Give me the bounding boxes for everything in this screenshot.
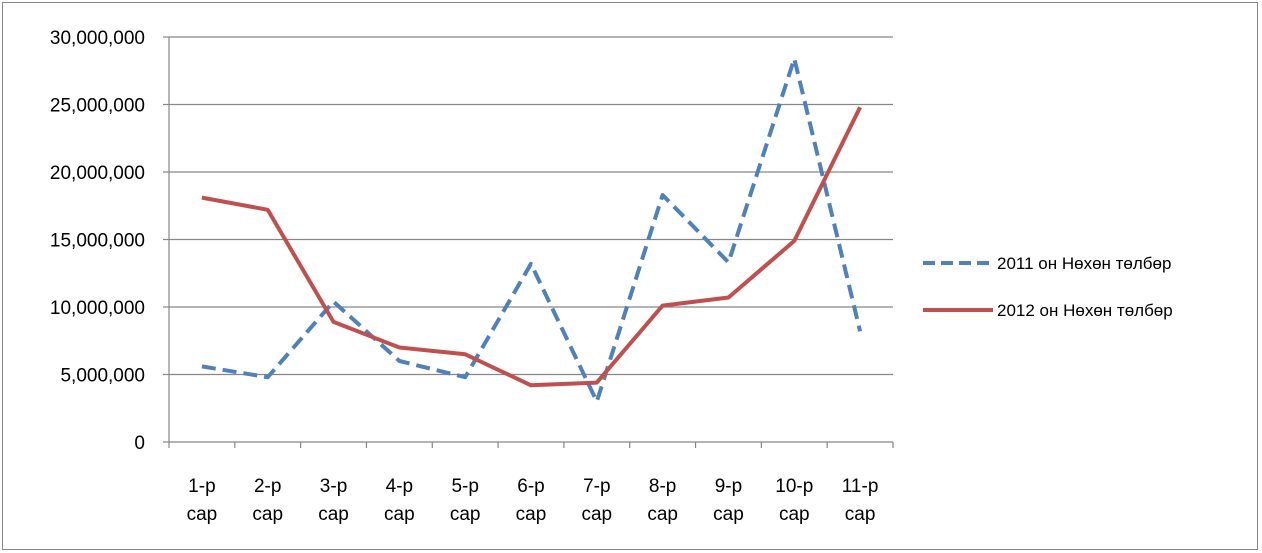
legend-label: 2012 он Нөхөн төлбөр xyxy=(997,301,1173,320)
x-tick-label: 2-р xyxy=(254,476,281,497)
x-axis-tick-labels: 1-р сар 2-р сар 3-р сар 4-р сар 5-р сар 6-р сар 7-р с… xyxy=(187,476,879,525)
x-tick-label: сар xyxy=(187,504,218,525)
x-tick-label: сар xyxy=(384,504,415,525)
series-line-1 xyxy=(201,56,863,404)
y-tick-label: 30,000,000 xyxy=(50,28,145,49)
legend: 2011 он Нөхөн төлбөр 2012 он Нөхөн төлбөр xyxy=(923,254,1173,320)
x-tick-label: сар xyxy=(450,504,481,525)
x-tick-label: сар xyxy=(713,504,744,525)
x-tick-label: 4-р xyxy=(386,476,413,497)
x-tick-label: сар xyxy=(516,504,547,525)
y-axis-tick-labels: 0 5,000,000 10,000,000 15,000,000 20,000,000… xyxy=(50,28,145,454)
x-tick-label: 3-р xyxy=(320,476,347,497)
x-tick-label: сар xyxy=(252,504,283,525)
y-tick-label: 5,000,000 xyxy=(60,366,145,387)
x-tick-label: сар xyxy=(581,504,612,525)
axes xyxy=(163,36,894,448)
x-tick-label: 7-р xyxy=(583,476,610,497)
x-tick-label: сар xyxy=(647,504,678,525)
x-tick-label: сар xyxy=(318,504,349,525)
x-tick-label: сар xyxy=(779,504,810,525)
y-tick-label: 10,000,000 xyxy=(50,298,145,319)
line-chart: 0 5,000,000 10,000,000 15,000,000 20,000,000… xyxy=(50,28,1173,525)
x-tick-label: 10-р xyxy=(775,476,813,497)
x-tick-label: 1-р xyxy=(188,476,215,497)
x-tick-label: сар xyxy=(845,504,876,525)
x-tick-label: 8-р xyxy=(649,476,676,497)
x-tick-label: 9-р xyxy=(715,476,742,497)
legend-label: 2011 он Нөхөн төлбөр xyxy=(997,254,1171,273)
series-lines xyxy=(201,56,863,404)
x-tick-label: 5-р xyxy=(451,476,478,497)
series-line-2 xyxy=(201,106,862,388)
x-tick-label: 11-р xyxy=(842,476,879,497)
y-tick-label: 25,000,000 xyxy=(50,96,145,117)
x-tick-label: 6-р xyxy=(517,476,544,497)
y-tick-label: 15,000,000 xyxy=(50,231,145,252)
y-tick-label: 20,000,000 xyxy=(50,163,145,184)
gridlines xyxy=(169,36,893,376)
y-tick-label: 0 xyxy=(134,433,145,454)
